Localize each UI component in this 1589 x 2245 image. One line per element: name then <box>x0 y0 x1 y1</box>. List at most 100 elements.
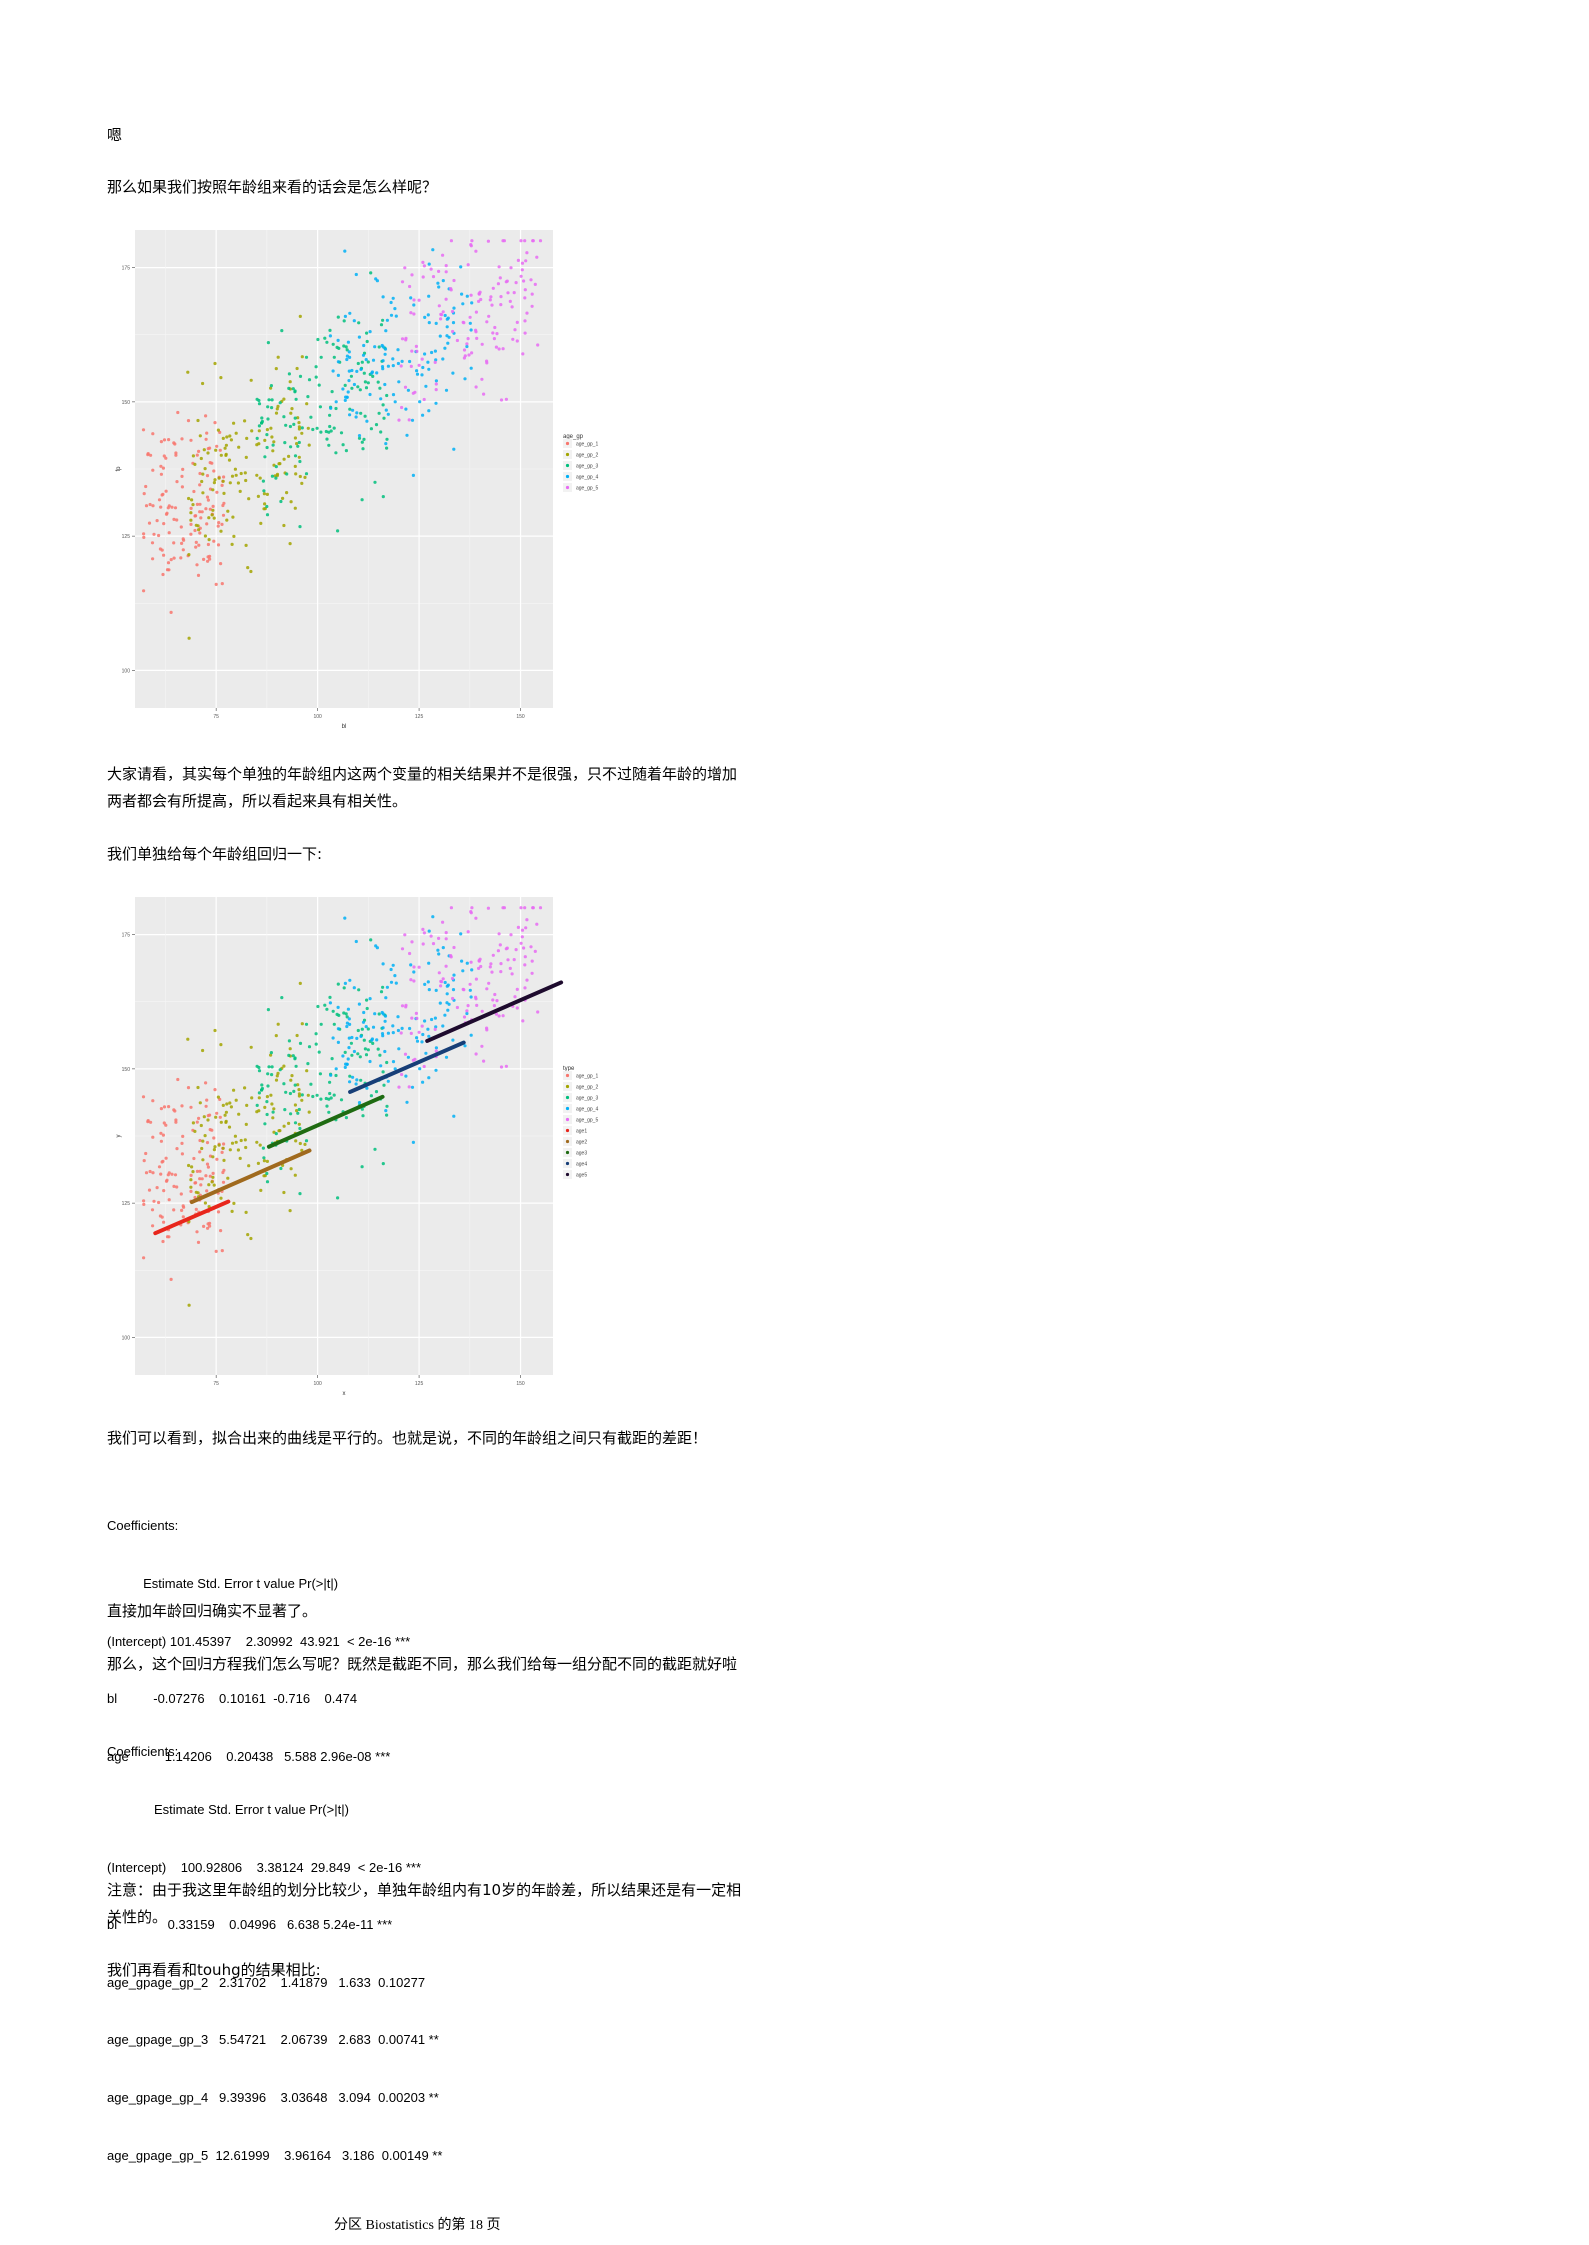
data-point <box>179 525 183 529</box>
data-point <box>155 519 159 523</box>
data-point <box>423 352 427 356</box>
data-point <box>412 965 416 969</box>
data-point <box>263 502 267 506</box>
data-point <box>449 239 453 243</box>
data-point <box>474 977 478 981</box>
coef2-line: Estimate Std. Error t value Pr(>|t|) <box>107 1802 349 1818</box>
data-point <box>275 407 279 411</box>
data-point <box>468 315 472 319</box>
data-point <box>426 1027 430 1031</box>
fit-line-age3 <box>266 1094 385 1149</box>
data-point <box>381 495 385 499</box>
data-point <box>176 1077 180 1082</box>
data-point <box>423 1019 427 1023</box>
data-point <box>385 1113 389 1117</box>
data-point <box>208 507 212 511</box>
data-point <box>376 1047 380 1051</box>
legend-swatch <box>565 1150 570 1155</box>
data-point <box>474 385 478 389</box>
data-point <box>365 419 369 423</box>
data-point <box>219 1120 223 1124</box>
data-point <box>195 502 199 506</box>
data-point <box>465 344 469 349</box>
data-point <box>193 1129 197 1133</box>
data-point <box>294 1139 298 1143</box>
data-point <box>343 383 347 387</box>
data-point <box>182 538 186 542</box>
data-point <box>225 435 229 439</box>
data-point <box>417 965 421 969</box>
data-point <box>394 314 398 318</box>
data-point <box>282 1190 286 1195</box>
data-point <box>439 317 443 321</box>
data-point <box>490 970 494 974</box>
data-point <box>237 1112 241 1116</box>
y-tick-label: 150 <box>122 400 131 406</box>
data-point <box>247 1164 251 1168</box>
data-point <box>452 447 456 451</box>
data-point <box>469 960 473 964</box>
data-point <box>295 1033 299 1038</box>
paragraph-8-line-1: 注意：由于我这里年龄组的划分比较少，单独年龄组内有10岁的年龄差，所以结果还是有… <box>107 1881 742 1899</box>
legend-label: age_gp_4 <box>576 475 598 481</box>
y-axis-label: fp <box>116 466 122 472</box>
data-point <box>221 1170 225 1175</box>
data-point <box>361 447 365 451</box>
data-point <box>289 500 293 504</box>
data-point <box>410 273 414 277</box>
data-point <box>400 1004 405 1008</box>
data-point <box>495 332 499 336</box>
data-point <box>485 987 489 991</box>
data-point <box>493 992 497 997</box>
data-point <box>159 1139 163 1143</box>
data-point <box>162 522 166 526</box>
data-point <box>365 998 369 1002</box>
data-point <box>469 293 473 297</box>
data-point <box>151 1224 155 1228</box>
data-point <box>511 337 515 341</box>
data-point <box>174 453 178 457</box>
data-point <box>339 431 344 435</box>
data-point <box>181 1134 185 1138</box>
data-point <box>336 1196 340 1200</box>
data-point <box>212 539 216 543</box>
data-point <box>208 1128 212 1132</box>
data-point <box>397 418 401 422</box>
data-point <box>236 1148 240 1152</box>
data-point <box>522 279 526 283</box>
data-point <box>245 436 249 440</box>
data-point <box>225 1102 229 1106</box>
data-point <box>427 262 431 266</box>
data-point <box>358 388 362 392</box>
data-point <box>293 1057 297 1061</box>
data-point <box>174 1120 178 1124</box>
data-point <box>350 368 354 373</box>
data-point <box>415 369 419 373</box>
data-point <box>260 419 264 424</box>
data-point <box>475 336 479 340</box>
data-point <box>296 1111 300 1115</box>
data-point <box>186 1086 191 1090</box>
data-point <box>409 364 413 368</box>
data-point <box>295 442 299 446</box>
data-point <box>460 292 464 296</box>
data-point <box>345 1015 349 1019</box>
data-point <box>293 416 297 420</box>
data-point <box>463 377 467 381</box>
data-point <box>303 475 307 479</box>
data-point <box>403 385 408 389</box>
data-point <box>213 478 217 482</box>
data-point <box>180 485 184 489</box>
data-point <box>196 1240 201 1244</box>
legend-swatch <box>565 1084 570 1089</box>
data-point <box>357 434 362 438</box>
scatter-chart-age-groups: 100 125 150 175 75 100 125 150 bl fp age_gp age_gp_… <box>116 230 598 730</box>
data-point <box>198 1177 202 1181</box>
data-point <box>501 347 505 351</box>
data-point <box>497 1014 501 1018</box>
data-point <box>385 393 389 398</box>
data-point <box>404 407 408 411</box>
data-point <box>530 292 534 296</box>
data-point <box>430 350 434 355</box>
data-point <box>265 1100 269 1104</box>
